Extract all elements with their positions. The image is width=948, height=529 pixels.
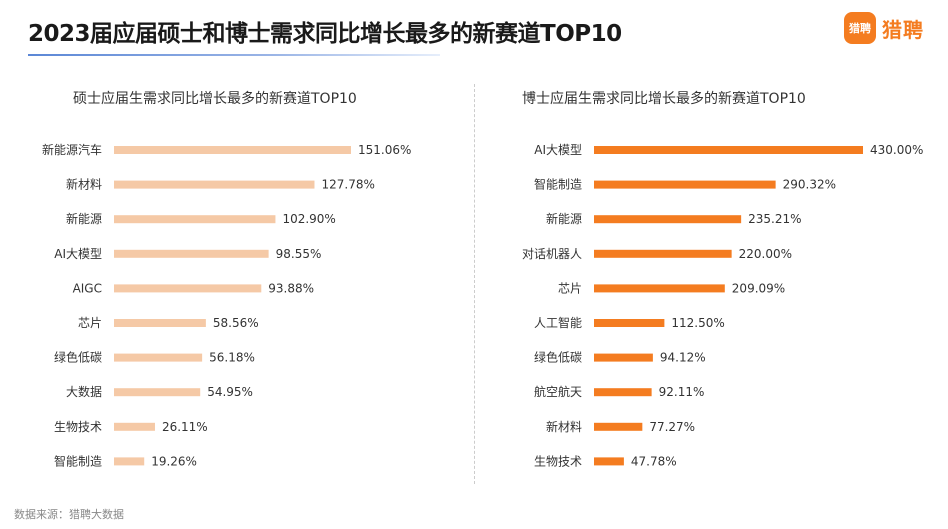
master-value-label: 98.55% xyxy=(276,247,322,261)
phd-bar xyxy=(594,388,652,397)
phd-category-label: 航空航天 xyxy=(534,384,582,399)
master-value-label: 26.11% xyxy=(162,420,208,434)
page-title: 2023届应届硕士和博士需求同比增长最多的新赛道TOP10 xyxy=(28,21,622,47)
master-bar xyxy=(114,422,155,431)
chart-divider xyxy=(474,84,475,484)
data-source: 数据来源：猎聘大数据 xyxy=(14,508,124,521)
phd-bar xyxy=(594,146,863,154)
phd-category-label: 绿色低碳 xyxy=(534,350,582,365)
phd-value-label: 77.27% xyxy=(649,420,695,434)
phd-value-label: 47.78% xyxy=(631,454,677,468)
master-bar xyxy=(114,353,203,362)
phd-category-label: 人工智能 xyxy=(534,315,582,330)
phd-value-label: 209.09% xyxy=(732,281,785,295)
phd-category-label: 芯片 xyxy=(558,281,582,295)
liepin-logo-icon: 猎聘 xyxy=(844,12,876,44)
phd-value-label: 94.12% xyxy=(660,351,706,365)
master-chart-title: 硕士应届生需求同比增长最多的新赛道TOP10 xyxy=(73,91,357,107)
master-category-label: 生物技术 xyxy=(54,420,102,434)
master-category-label: AI大模型 xyxy=(54,247,102,261)
phd-value-label: 290.32% xyxy=(783,178,836,192)
master-bar xyxy=(114,180,315,189)
phd-bar xyxy=(594,457,624,466)
phd-value-label: 220.00% xyxy=(739,247,792,261)
master-bar xyxy=(114,215,276,224)
liepin-logo-text: 猎聘 xyxy=(882,17,924,42)
master-bar xyxy=(114,319,206,327)
phd-value-label: 92.11% xyxy=(659,385,705,399)
master-value-label: 93.88% xyxy=(268,281,314,295)
master-category-label: 新材料 xyxy=(66,177,102,192)
phd-bar xyxy=(594,215,742,224)
master-category-label: AIGC xyxy=(73,281,102,295)
phd-bar xyxy=(594,249,732,258)
phd-bar xyxy=(594,284,725,293)
phd-bar xyxy=(594,353,653,362)
phd-value-label: 430.00% xyxy=(870,143,923,157)
master-bar xyxy=(114,388,201,397)
master-category-label: 智能制造 xyxy=(54,453,102,468)
master-category-label: 绿色低碳 xyxy=(54,350,102,365)
master-category-label: 芯片 xyxy=(78,316,102,330)
master-bar xyxy=(114,457,145,466)
master-bar xyxy=(114,284,262,293)
master-value-label: 102.90% xyxy=(282,212,335,226)
phd-bar xyxy=(594,422,643,431)
phd-bar xyxy=(594,319,665,327)
title-underline xyxy=(28,54,440,56)
phd-category-label: AI大模型 xyxy=(534,143,582,157)
phd-category-label: 生物技术 xyxy=(534,454,582,468)
phd-value-label: 235.21% xyxy=(748,212,801,226)
master-category-label: 新能源汽车 xyxy=(42,142,102,157)
phd-chart-title: 博士应届生需求同比增长最多的新赛道TOP10 xyxy=(522,91,806,107)
phd-value-label: 112.50% xyxy=(671,316,724,330)
master-value-label: 127.78% xyxy=(321,178,374,192)
master-value-label: 58.56% xyxy=(213,316,259,330)
phd-bar xyxy=(594,180,776,189)
phd-category-label: 对话机器人 xyxy=(522,247,582,261)
master-value-label: 56.18% xyxy=(209,351,255,365)
master-category-label: 新能源 xyxy=(66,211,102,226)
master-bar xyxy=(114,249,269,258)
master-value-label: 19.26% xyxy=(151,454,197,468)
master-value-label: 151.06% xyxy=(358,143,411,157)
master-category-label: 大数据 xyxy=(66,384,102,399)
liepin-logo: 猎聘 猎聘 xyxy=(844,12,924,44)
master-value-label: 54.95% xyxy=(207,385,253,399)
master-bar xyxy=(114,146,351,154)
phd-category-label: 新材料 xyxy=(546,419,582,434)
phd-category-label: 智能制造 xyxy=(534,177,582,192)
phd-category-label: 新能源 xyxy=(546,211,582,226)
